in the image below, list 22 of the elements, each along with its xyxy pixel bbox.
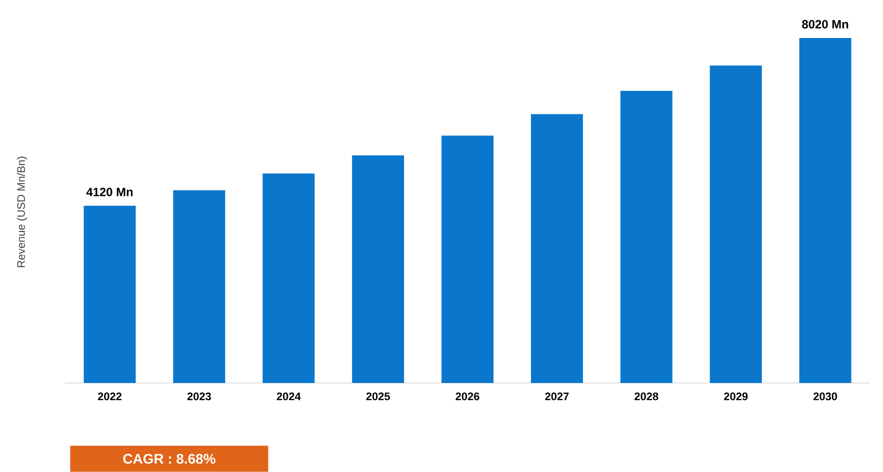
data-label: 8020 Mn	[802, 20, 848, 28]
x-tick-label: 2026	[456, 392, 480, 400]
bar	[84, 206, 136, 383]
x-tick-label: 2024	[276, 392, 301, 400]
x-tick-label: 2030	[813, 392, 838, 400]
data-label: 4120 Mn	[86, 188, 133, 196]
y-axis-title: Revenue (USD Mn/Bn)	[16, 156, 28, 268]
x-tick-label: 2025	[366, 392, 390, 400]
text: CAGR : 8.68%	[123, 454, 216, 464]
x-tick-label: 2023	[187, 392, 211, 400]
bar	[530, 114, 583, 383]
x-tick-label: 2028	[634, 392, 658, 400]
bar	[799, 38, 852, 383]
x-tick-label: 2022	[98, 392, 122, 400]
bar	[173, 190, 226, 383]
bar	[710, 66, 762, 383]
bar	[262, 173, 315, 383]
bar	[620, 90, 672, 383]
bar	[352, 155, 404, 383]
bar	[442, 136, 494, 383]
x-tick-label: 2029	[724, 392, 748, 400]
x-tick-label: 2027	[545, 392, 569, 400]
